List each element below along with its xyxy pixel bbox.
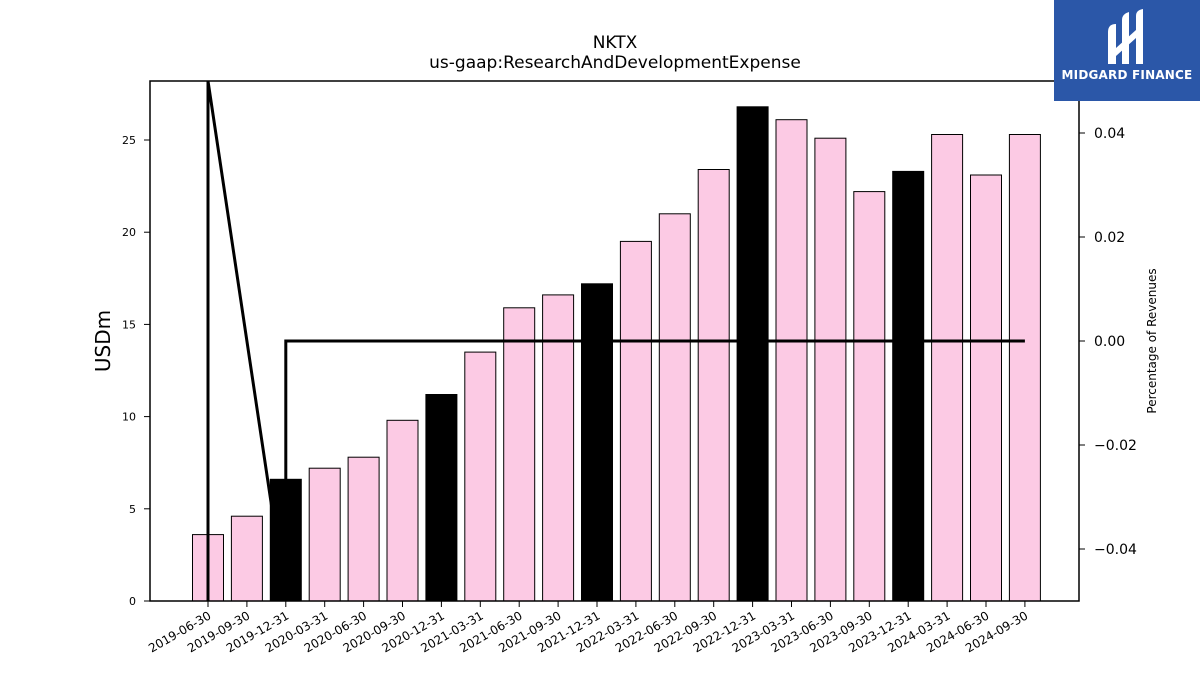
y-tick-label: 10: [122, 411, 136, 424]
bar: [970, 174, 1002, 602]
y-tick-label: 5: [129, 503, 136, 516]
y-axis-label: USDm: [91, 310, 115, 372]
y2-tick-label: 0.02: [1094, 230, 1125, 246]
y2-tick-label: −0.04: [1094, 542, 1137, 558]
y-tick-label: 0: [129, 595, 136, 608]
bar: [347, 456, 380, 602]
bar: [814, 137, 847, 602]
bar: [1008, 134, 1041, 602]
bar: [775, 119, 808, 602]
y2-tick-label: 0.00: [1094, 334, 1125, 350]
bar: [736, 106, 769, 602]
chart-subtitle: us-gaap:ResearchAndDevelopmentExpense: [429, 53, 801, 73]
bars: [192, 106, 1041, 602]
bar: [931, 134, 964, 602]
logo-text: MIDGARD FINANCE: [1061, 68, 1193, 82]
brand-logo: MIDGARD FINANCE: [1054, 0, 1200, 101]
bar: [542, 294, 575, 602]
y-tick-label: 25: [122, 134, 136, 147]
y2-tick-label: −0.02: [1094, 438, 1137, 454]
y2-axis-label: Percentage of Revenues: [1145, 268, 1159, 413]
bar: [464, 351, 497, 602]
y2-tick-label: 0.04: [1094, 126, 1125, 142]
bar: [658, 213, 691, 602]
bar: [425, 394, 458, 602]
chart-title: NKTX: [593, 33, 638, 53]
bar: [230, 515, 263, 602]
bar: [581, 283, 613, 602]
bar: [892, 170, 925, 602]
y-tick-label: 20: [122, 226, 136, 239]
bar: [619, 240, 652, 602]
logo-mark-icon: [1108, 9, 1143, 64]
bar: [386, 419, 419, 602]
bar: [853, 191, 886, 602]
bar: [503, 307, 536, 602]
bar: [697, 169, 730, 602]
y-tick-label: 15: [122, 318, 136, 331]
bar: [308, 467, 341, 602]
